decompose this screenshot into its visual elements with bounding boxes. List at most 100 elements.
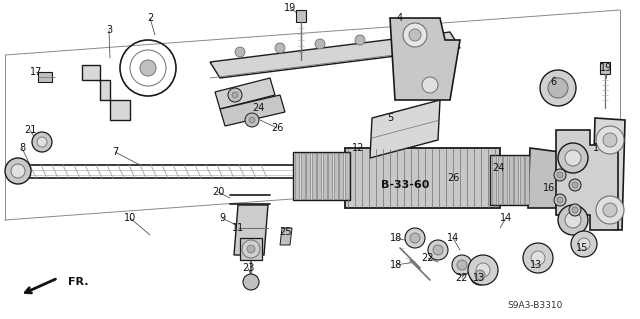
Circle shape	[405, 228, 425, 248]
Polygon shape	[312, 153, 316, 199]
Text: 24: 24	[492, 163, 504, 173]
Polygon shape	[600, 62, 610, 74]
Polygon shape	[370, 100, 440, 158]
Text: 18: 18	[390, 260, 402, 270]
Text: 25: 25	[279, 227, 291, 237]
Circle shape	[422, 77, 438, 93]
Polygon shape	[514, 156, 518, 204]
Text: 7: 7	[112, 147, 118, 157]
Circle shape	[245, 113, 259, 127]
Circle shape	[243, 274, 259, 290]
Polygon shape	[528, 148, 560, 208]
Text: 21: 21	[24, 125, 36, 135]
Polygon shape	[492, 156, 496, 204]
Circle shape	[242, 240, 260, 258]
Circle shape	[531, 251, 545, 265]
Circle shape	[475, 270, 485, 280]
Polygon shape	[556, 130, 618, 230]
Circle shape	[452, 255, 472, 275]
Circle shape	[403, 23, 427, 47]
Circle shape	[569, 179, 581, 191]
Circle shape	[468, 255, 498, 285]
Circle shape	[140, 60, 156, 76]
Circle shape	[247, 245, 255, 253]
Circle shape	[557, 172, 563, 178]
Polygon shape	[503, 156, 507, 204]
Polygon shape	[509, 156, 513, 204]
Circle shape	[32, 132, 52, 152]
Polygon shape	[344, 153, 349, 199]
Text: 2: 2	[147, 13, 153, 23]
Polygon shape	[339, 153, 343, 199]
Text: 4: 4	[397, 13, 403, 23]
Circle shape	[558, 143, 588, 173]
Circle shape	[457, 260, 467, 270]
Circle shape	[569, 204, 581, 216]
Circle shape	[596, 126, 624, 154]
Circle shape	[5, 158, 31, 184]
Circle shape	[470, 265, 490, 285]
Circle shape	[249, 117, 255, 123]
Polygon shape	[38, 72, 52, 82]
Polygon shape	[497, 156, 502, 204]
Polygon shape	[306, 153, 310, 199]
Circle shape	[558, 205, 588, 235]
Circle shape	[578, 238, 590, 250]
Text: 22: 22	[422, 253, 435, 263]
Polygon shape	[210, 32, 460, 78]
Polygon shape	[215, 78, 275, 109]
Text: 26: 26	[447, 173, 459, 183]
Circle shape	[572, 207, 578, 213]
Text: 9: 9	[219, 213, 225, 223]
Circle shape	[571, 231, 597, 257]
Text: 23: 23	[242, 263, 254, 273]
Polygon shape	[323, 153, 326, 199]
Circle shape	[565, 212, 581, 228]
Text: 16: 16	[543, 183, 555, 193]
Polygon shape	[301, 153, 305, 199]
Polygon shape	[220, 95, 285, 126]
Text: 13: 13	[473, 273, 485, 283]
Text: 10: 10	[124, 213, 136, 223]
Text: FR.: FR.	[68, 277, 88, 287]
Circle shape	[235, 47, 245, 57]
Circle shape	[11, 164, 25, 178]
Circle shape	[410, 233, 420, 243]
Circle shape	[540, 70, 576, 106]
Circle shape	[37, 137, 47, 147]
Circle shape	[565, 150, 581, 166]
Polygon shape	[296, 10, 306, 22]
Text: 1: 1	[593, 143, 599, 153]
Circle shape	[596, 196, 624, 224]
Text: 20: 20	[212, 187, 224, 197]
Polygon shape	[317, 153, 321, 199]
Polygon shape	[240, 238, 262, 260]
Circle shape	[409, 29, 421, 41]
Text: 18: 18	[390, 233, 402, 243]
Text: 14: 14	[447, 233, 459, 243]
Polygon shape	[293, 152, 350, 200]
Circle shape	[572, 182, 578, 188]
Text: 5: 5	[387, 113, 393, 123]
Circle shape	[433, 245, 443, 255]
Text: 24: 24	[252, 103, 264, 113]
Circle shape	[554, 194, 566, 206]
Polygon shape	[328, 153, 332, 199]
Text: 17: 17	[30, 67, 42, 77]
Circle shape	[523, 243, 553, 273]
Polygon shape	[525, 156, 529, 204]
Circle shape	[476, 263, 490, 277]
Text: B-33-60: B-33-60	[381, 180, 429, 190]
Polygon shape	[234, 205, 268, 255]
Circle shape	[554, 169, 566, 181]
Text: 19: 19	[600, 63, 612, 73]
Text: 12: 12	[352, 143, 364, 153]
Circle shape	[275, 43, 285, 53]
Text: 19: 19	[284, 3, 296, 13]
Circle shape	[315, 39, 325, 49]
Text: 15: 15	[576, 243, 588, 253]
Text: 11: 11	[232, 223, 244, 233]
Text: 3: 3	[106, 25, 112, 35]
Polygon shape	[345, 148, 500, 208]
Circle shape	[232, 92, 238, 98]
